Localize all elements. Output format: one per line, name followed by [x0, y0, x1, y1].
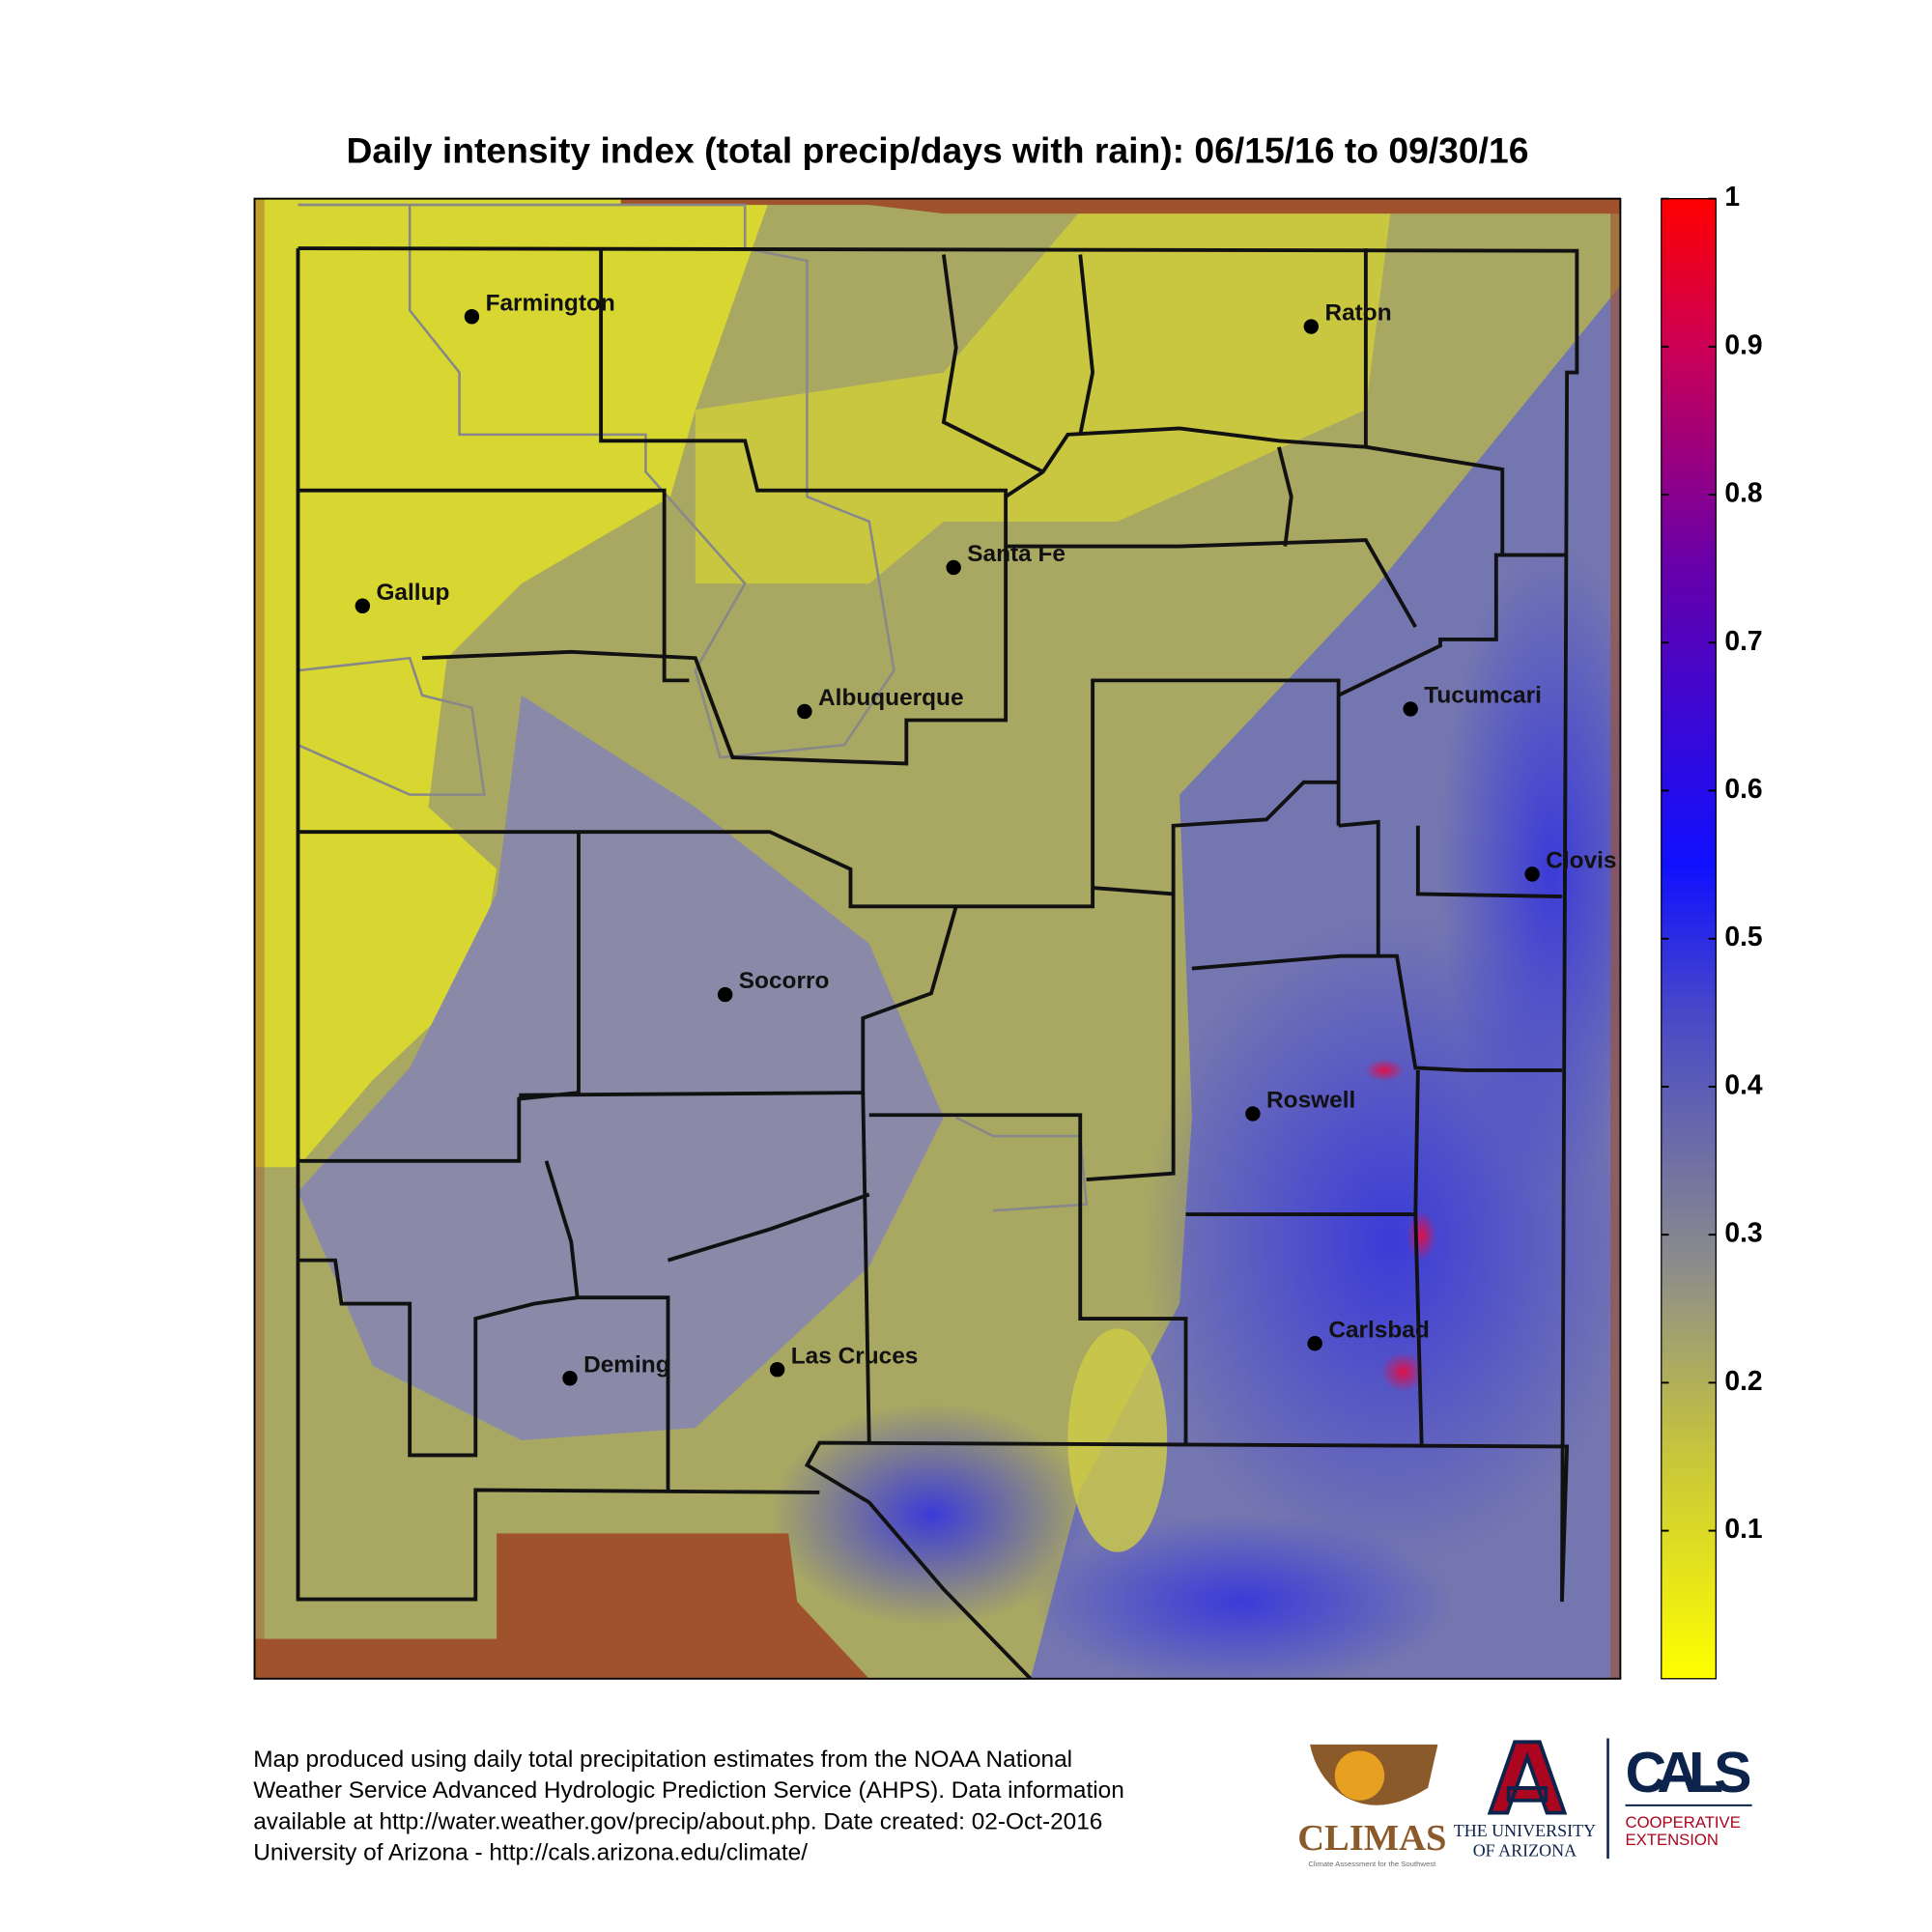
city-label: Gallup — [376, 580, 449, 606]
colorbar-tick-label: 0.7 — [1724, 625, 1762, 656]
map — [254, 198, 1621, 1679]
city-label: Deming — [583, 1351, 670, 1378]
colorbar-tick-label: 0.9 — [1724, 328, 1762, 359]
colorbar — [1661, 198, 1717, 1680]
colorbar-tick-label: 0.3 — [1724, 1217, 1762, 1248]
colorbar-tick-label: 0.5 — [1724, 921, 1762, 952]
city-dot — [1245, 1106, 1261, 1122]
city-label: Clovis — [1546, 847, 1616, 873]
city-dot — [1524, 867, 1540, 882]
cals-text: CALS — [1626, 1740, 1752, 1804]
ua-logo — [1487, 1740, 1568, 1815]
city-dot — [1307, 1336, 1322, 1351]
city-label: Las Cruces — [791, 1343, 919, 1369]
city-dot — [946, 559, 961, 576]
colorbar-tick-label: 0.4 — [1724, 1068, 1763, 1099]
colorbar-tick-label: 0.8 — [1724, 477, 1762, 508]
city-dot — [562, 1371, 578, 1386]
map-frame — [253, 197, 1622, 1680]
city-dot — [717, 986, 733, 1003]
city-label: Raton — [1324, 300, 1391, 327]
cals-sub-1: COOPERATIVE — [1626, 1813, 1741, 1832]
footer-line: Map produced using daily total precipita… — [253, 1747, 1072, 1773]
climas-sun — [1334, 1750, 1385, 1801]
footer-line: available at http://water.weather.gov/pr… — [253, 1808, 1102, 1834]
city-dot — [464, 309, 480, 325]
city-layer: Farmington Raton Santa Fe Gallup Albuquerque… — [355, 290, 1617, 1386]
city-dot — [1303, 319, 1320, 334]
climas-sub: Climate Assessment for the Southwest — [1308, 1860, 1436, 1868]
city-label: Socorro — [739, 968, 830, 994]
logos: CLIMAS Climate Assessment for the Southw… — [1297, 1738, 1752, 1868]
map-title: Daily intensity index (total precip/days… — [346, 129, 1528, 170]
colorbar-ticks: 0.1 0.2 0.3 0.4 0.5 0.6 0.7 0.8 0.9 1 — [1661, 181, 1763, 1544]
cals-sub-2: EXTENSION — [1626, 1831, 1719, 1849]
ua-text-2: OF ARIZONA — [1473, 1841, 1577, 1861]
ua-text-1: THE UNIVERSITY — [1454, 1821, 1596, 1840]
climas-text: CLIMAS — [1297, 1818, 1446, 1859]
city-label: Santa Fe — [967, 541, 1065, 567]
city-dot — [797, 703, 812, 720]
city-dot — [1403, 701, 1418, 717]
footer-line: Weather Service Advanced Hydrologic Pred… — [253, 1777, 1124, 1804]
city-label: Carlsbad — [1328, 1317, 1429, 1343]
city-dot — [355, 598, 371, 613]
colorbar-tick-label: 0.6 — [1724, 773, 1762, 804]
colorbar-tick-label: 0.1 — [1724, 1513, 1762, 1544]
city-label: Roswell — [1266, 1088, 1355, 1114]
colorbar-tick-label: 1 — [1724, 181, 1740, 212]
city-dot — [769, 1362, 785, 1378]
city-label: Tucumcari — [1424, 683, 1542, 709]
footer-line: University of Arizona - http://cals.ariz… — [253, 1839, 808, 1865]
footer: Map produced using daily total precipita… — [253, 1747, 1124, 1865]
city-label: Albuquerque — [818, 685, 964, 711]
city-label: Farmington — [486, 290, 615, 316]
colorbar-tick-label: 0.2 — [1724, 1365, 1762, 1396]
